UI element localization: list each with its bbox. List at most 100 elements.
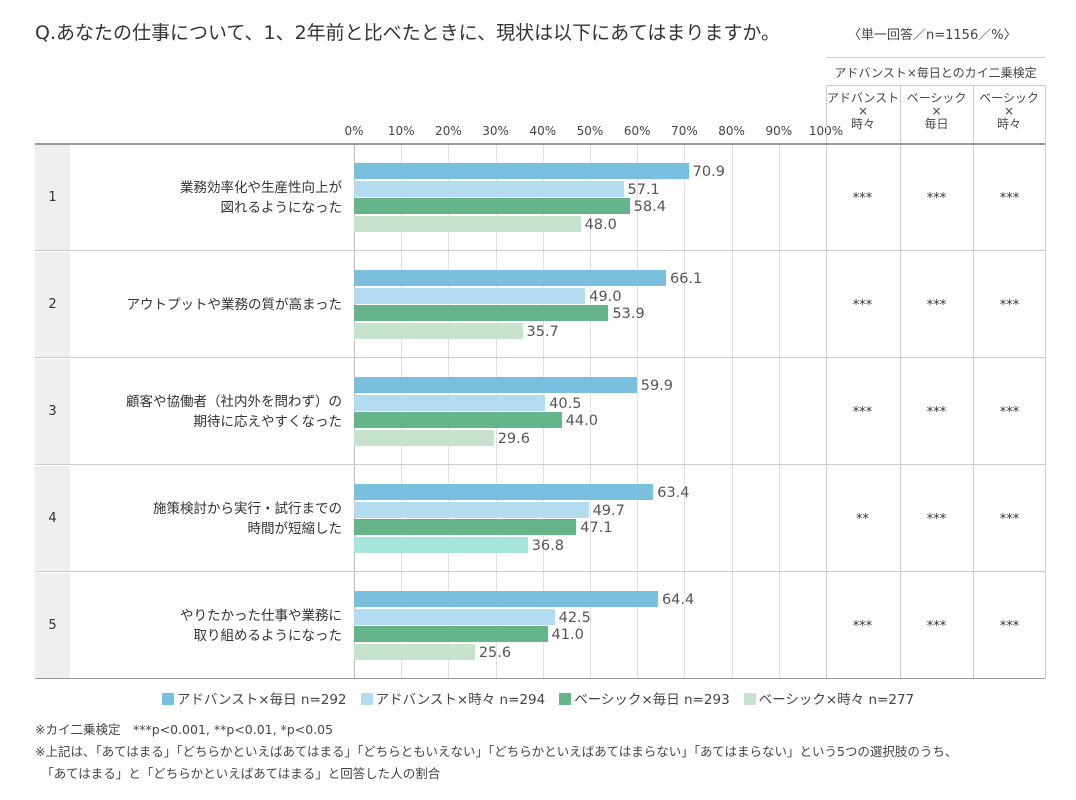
data-label: 41.0 xyxy=(551,627,584,643)
legend-item: ベーシック×毎日 n=293 xyxy=(559,688,730,708)
x-tick-label: 80% xyxy=(718,124,745,138)
gridline xyxy=(778,143,780,678)
bar xyxy=(354,163,689,179)
significance-mark: *** xyxy=(926,191,947,206)
row-divider xyxy=(35,571,1045,572)
bar xyxy=(354,484,654,500)
row-number: 4 xyxy=(35,466,70,571)
legend-swatch xyxy=(743,693,756,705)
bar xyxy=(354,215,581,232)
data-label: 49.7 xyxy=(592,502,625,519)
x-tick-label: 40% xyxy=(529,124,557,138)
gridline xyxy=(448,143,450,678)
header-line: ベーシック xyxy=(906,91,967,105)
gridline xyxy=(684,143,686,678)
header-line: 毎日 xyxy=(924,117,949,131)
legend-label: ベーシック×時々 n=277 xyxy=(758,692,915,708)
bar xyxy=(354,198,630,214)
significance-mark: *** xyxy=(926,405,947,420)
legend-label: アドバンスト×毎日 n=292 xyxy=(176,692,347,708)
significance-column-header: ベーシック × 時々 xyxy=(973,92,1045,131)
chart-subtitle: 〈単一回答／n=1156／%〉 xyxy=(848,28,1017,43)
note: ※カイ二乗検定 ***p<0.001, **p<0.01, *p<0.05 xyxy=(35,722,334,737)
significance-mark: *** xyxy=(852,405,873,420)
row-divider xyxy=(35,464,1045,465)
header-line: × xyxy=(931,104,942,118)
header-line: 時々 xyxy=(996,117,1021,131)
legend-swatch xyxy=(559,693,572,705)
legend-swatch xyxy=(161,693,174,705)
bar xyxy=(354,626,548,642)
significance-mark: *** xyxy=(926,298,947,313)
category-label: やりたかった仕事や業務に 取り組めるようになった xyxy=(180,607,342,644)
row-number: 1 xyxy=(35,145,70,250)
data-label: 47.1 xyxy=(580,520,613,536)
header-line: × xyxy=(857,104,869,118)
significance-mark: *** xyxy=(999,512,1020,527)
data-label: 53.9 xyxy=(612,306,645,322)
significance-mark: *** xyxy=(999,191,1020,206)
column-divider xyxy=(1045,85,1046,678)
chart-title: Q.あなたの仕事について、1、2年前と比べたときに、現状は以下にあてはまりますか… xyxy=(35,22,780,44)
significance-mark: *** xyxy=(999,619,1020,634)
legend-item: ベーシック×時々 n=277 xyxy=(743,688,915,708)
significance-mark: *** xyxy=(852,298,873,313)
header-line: × xyxy=(1003,104,1015,118)
row-number: 2 xyxy=(35,252,70,357)
bar xyxy=(354,305,609,321)
x-tick-label: 50% xyxy=(576,124,604,138)
header-line: ベーシック xyxy=(979,91,1039,105)
data-label: 36.8 xyxy=(531,537,564,554)
header-line: アドバンスト xyxy=(826,91,900,105)
significance-mark: *** xyxy=(852,191,873,206)
bar xyxy=(354,536,528,553)
bar xyxy=(354,429,494,446)
data-label: 70.9 xyxy=(692,164,725,180)
column-divider xyxy=(900,85,901,678)
category-label: 顧客や協働者（社内外を問わず）の 期待に応えやすくなった xyxy=(126,393,342,430)
gridline xyxy=(731,143,733,678)
x-tick-label: 60% xyxy=(623,124,651,138)
bar xyxy=(354,412,562,428)
x-tick-label: 30% xyxy=(482,124,509,138)
row-number: 3 xyxy=(35,359,70,464)
row-divider xyxy=(35,250,1045,251)
legend-label: アドバンスト×時々 n=294 xyxy=(375,692,546,708)
data-label: 66.1 xyxy=(669,271,703,287)
data-label: 57.1 xyxy=(627,181,660,198)
gridline xyxy=(542,143,544,678)
x-tick-label: 70% xyxy=(671,124,698,138)
data-label: 58.4 xyxy=(633,199,666,215)
bar xyxy=(354,377,637,393)
row-divider xyxy=(35,357,1045,358)
bar xyxy=(354,591,658,607)
bar xyxy=(354,287,586,304)
column-divider xyxy=(973,85,974,678)
bar xyxy=(354,643,475,660)
significance-column-header: ベーシック × 毎日 xyxy=(900,92,973,131)
legend-item: アドバンスト×時々 n=294 xyxy=(360,688,546,708)
row-divider xyxy=(35,678,1045,679)
divider xyxy=(826,85,1045,86)
x-tick-label: 20% xyxy=(435,124,462,138)
category-label: 業務効率化や生産性向上が 図れるようになった xyxy=(180,179,342,216)
table-top-border xyxy=(35,143,1045,145)
data-label: 59.9 xyxy=(640,378,674,394)
significance-mark: *** xyxy=(926,512,947,527)
gridline xyxy=(354,143,355,678)
significance-mark: *** xyxy=(926,619,947,634)
bar xyxy=(354,270,666,286)
data-label: 29.6 xyxy=(497,430,530,447)
data-label: 42.5 xyxy=(558,609,591,626)
significance-mark: ** xyxy=(856,512,869,527)
x-tick-label: 90% xyxy=(765,124,793,138)
data-label: 40.5 xyxy=(549,395,582,412)
legend-item: アドバンスト×毎日 n=292 xyxy=(161,688,347,708)
gridline xyxy=(637,143,639,678)
significance-header: アドバンスト×毎日とのカイ二乗検定 xyxy=(834,66,1037,80)
significance-mark: *** xyxy=(999,405,1020,420)
legend-label: ベーシック×毎日 n=293 xyxy=(574,692,730,708)
data-label: 35.7 xyxy=(526,323,559,340)
data-label: 63.4 xyxy=(657,485,690,501)
